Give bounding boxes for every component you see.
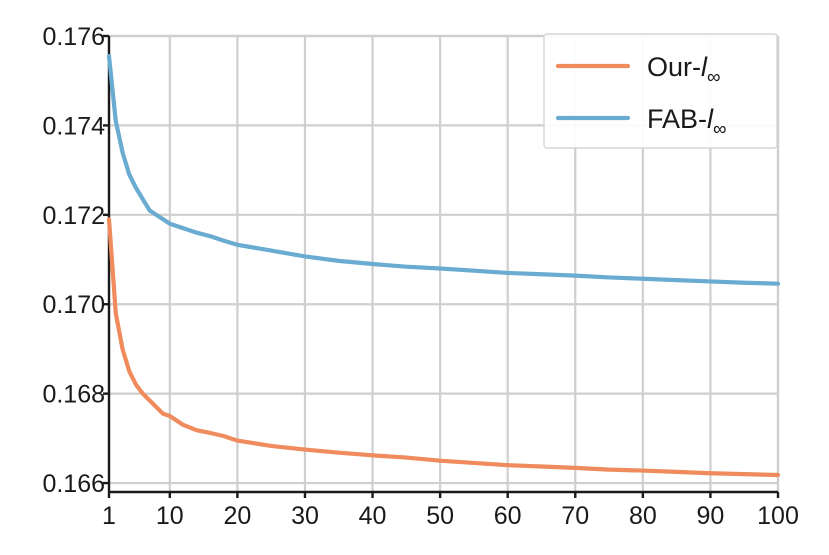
y-tick-label: 0.174 bbox=[42, 112, 105, 140]
legend-label-subscript: ∞ bbox=[707, 67, 721, 88]
legend-label-prefix: Our- bbox=[647, 52, 701, 82]
x-tick-label: 1 bbox=[102, 502, 116, 530]
grid bbox=[107, 34, 780, 492]
y-tick-label: 0.176 bbox=[42, 23, 105, 51]
axes: 1 10 20 30 40 50 60 70 80 90 100 0.166 0.168 0.170 0.1… bbox=[42, 23, 798, 530]
x-tick-label: 50 bbox=[426, 502, 454, 530]
y-tick-label: 0.166 bbox=[42, 470, 105, 498]
legend-label-prefix: FAB- bbox=[647, 104, 707, 134]
x-tick-label: 30 bbox=[291, 502, 319, 530]
x-tick-label: 60 bbox=[494, 502, 522, 530]
legend-label-subscript: ∞ bbox=[713, 119, 727, 140]
series-line-0 bbox=[106, 217, 781, 478]
x-tick-label: 20 bbox=[223, 502, 251, 530]
legend-label-italic: l bbox=[707, 104, 714, 134]
plot-series bbox=[106, 54, 781, 478]
legend-label-italic: l bbox=[701, 52, 708, 82]
x-tick-label: 90 bbox=[697, 502, 725, 530]
y-tick-label: 0.172 bbox=[42, 202, 105, 230]
x-tick-label: 100 bbox=[757, 502, 799, 530]
x-tick-label: 70 bbox=[561, 502, 589, 530]
x-tick-label: 10 bbox=[156, 502, 184, 530]
legend: Our-l∞FAB-l∞ bbox=[543, 33, 778, 149]
x-tick-label: 40 bbox=[359, 502, 387, 530]
x-tick-label: 80 bbox=[629, 502, 657, 530]
y-tick-label: 0.170 bbox=[42, 291, 105, 319]
y-tick-label: 0.168 bbox=[42, 381, 105, 409]
series-line-1 bbox=[106, 54, 781, 286]
legend-label: FAB-l∞ bbox=[647, 104, 727, 140]
legend-label: Our-l∞ bbox=[647, 52, 721, 88]
